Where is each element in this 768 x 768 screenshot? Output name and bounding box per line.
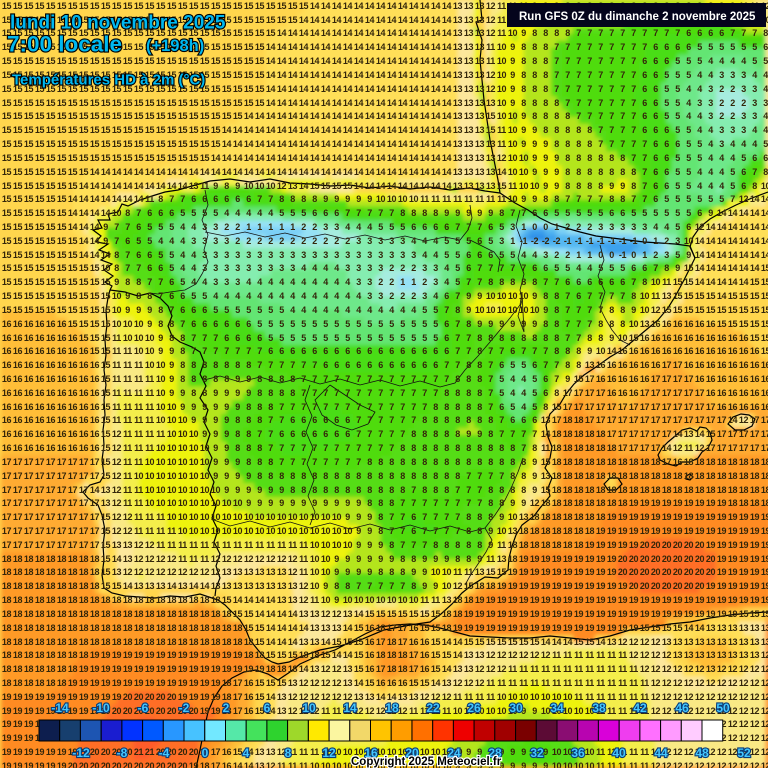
svg-text:44: 44 — [654, 746, 668, 760]
svg-text:28: 28 — [488, 746, 502, 760]
svg-text:-10: -10 — [92, 701, 110, 715]
svg-text:38: 38 — [592, 701, 606, 715]
svg-text:-8: -8 — [117, 746, 128, 760]
svg-text:Températures HD à 2m (°C): Températures HD à 2m (°C) — [12, 72, 205, 89]
svg-text:24: 24 — [447, 746, 461, 760]
svg-text:14: 14 — [343, 701, 357, 715]
svg-text:16: 16 — [364, 746, 378, 760]
svg-text:lundi 10 novembre 2025: lundi 10 novembre 2025 — [10, 13, 226, 34]
svg-text:50: 50 — [716, 701, 730, 715]
svg-text:-12: -12 — [72, 746, 90, 760]
svg-text:42: 42 — [633, 701, 647, 715]
svg-text:22: 22 — [426, 701, 440, 715]
svg-text:32: 32 — [530, 746, 544, 760]
svg-text:18: 18 — [385, 701, 399, 715]
svg-text:Copyright 2025 Meteociel.fr: Copyright 2025 Meteociel.fr — [351, 756, 502, 768]
svg-text:48: 48 — [695, 746, 709, 760]
svg-text:8: 8 — [285, 746, 292, 760]
svg-text:-6: -6 — [138, 701, 149, 715]
svg-text:-4: -4 — [159, 746, 170, 760]
svg-text:30: 30 — [509, 701, 523, 715]
svg-text:0: 0 — [202, 746, 209, 760]
svg-text:34: 34 — [550, 701, 564, 715]
svg-text:-2: -2 — [179, 701, 190, 715]
svg-text:26: 26 — [467, 701, 481, 715]
svg-text:Run GFS 0Z du dimanche 2 novem: Run GFS 0Z du dimanche 2 novembre 2025 — [519, 11, 756, 23]
svg-text:2: 2 — [223, 701, 230, 715]
svg-text:-14: -14 — [51, 701, 69, 715]
svg-text:10: 10 — [302, 701, 316, 715]
svg-text:4: 4 — [243, 746, 250, 760]
svg-text:20: 20 — [405, 746, 419, 760]
svg-text:7:00 locale: 7:00 locale — [7, 32, 122, 57]
svg-text:6: 6 — [264, 701, 271, 715]
svg-text:52: 52 — [737, 746, 751, 760]
svg-text:(+198h): (+198h) — [146, 37, 204, 55]
svg-text:40: 40 — [612, 746, 626, 760]
svg-text:12: 12 — [322, 746, 336, 760]
svg-text:46: 46 — [675, 701, 689, 715]
svg-text:36: 36 — [571, 746, 585, 760]
